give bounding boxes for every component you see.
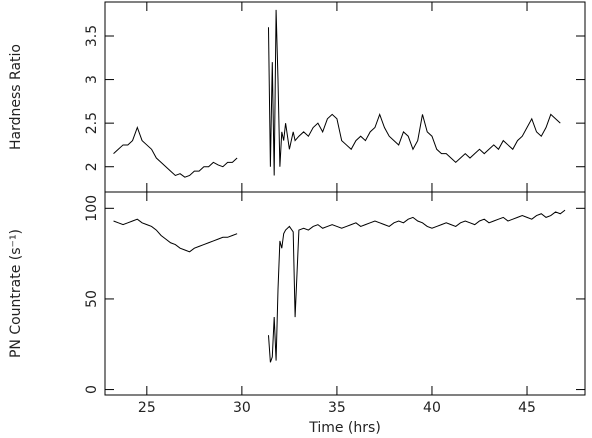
x-tick-label: 25 xyxy=(138,400,156,416)
x-axis-label: Time (hrs) xyxy=(308,420,381,436)
y-axis-label: Hardness Ratio xyxy=(8,44,24,150)
y-tick-label: 50 xyxy=(84,290,100,308)
y-tick-label: 0 xyxy=(84,385,100,394)
data-line xyxy=(113,209,566,363)
y-tick-label: 3.5 xyxy=(84,25,100,47)
x-tick-label: 45 xyxy=(518,400,536,416)
y-tick-label: 2.5 xyxy=(84,112,100,134)
x-tick-label: 35 xyxy=(328,400,346,416)
y-tick-label: 100 xyxy=(84,195,100,222)
y-tick-label: 2 xyxy=(84,162,100,171)
y-axis-label: PN Countrate (s⁻¹) xyxy=(8,229,24,358)
y-tick-label: 3 xyxy=(84,75,100,84)
x-tick-label: 40 xyxy=(423,400,441,416)
plot-frame xyxy=(104,191,586,396)
data-line xyxy=(113,9,561,178)
x-tick-label: 30 xyxy=(233,400,251,416)
